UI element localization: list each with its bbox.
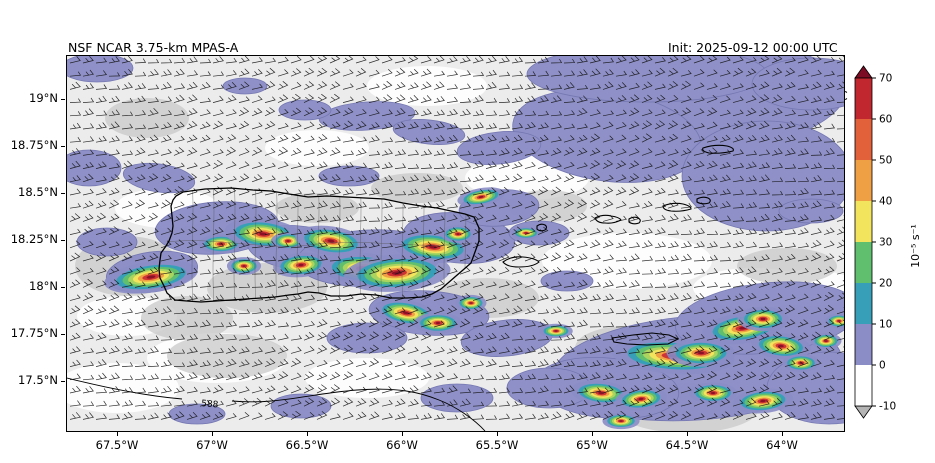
colorbar-tick-label: 60 — [879, 114, 892, 126]
y-tick-mark — [61, 146, 65, 147]
x-tick-mark — [212, 432, 213, 436]
coastline-tortola — [662, 202, 692, 212]
vorticity-hotspots-layer — [104, 187, 844, 430]
colorbar-tick-label: 40 — [879, 196, 892, 208]
y-tick-mark — [61, 193, 65, 194]
y-tick-mark — [61, 99, 65, 100]
coastline-virgin_gorda — [696, 196, 711, 205]
y-tick-label: 19°N — [29, 91, 58, 105]
coastline-st_john — [628, 216, 641, 225]
y-tick-mark — [61, 287, 65, 288]
x-tick-mark — [592, 432, 593, 436]
map-plot-area: 588 — [66, 55, 845, 432]
y-tick-label: 18.5°N — [18, 185, 58, 199]
coastlines-layer — [158, 144, 734, 346]
x-tick-label: 64.5°W — [665, 438, 709, 452]
coastline-vieques — [502, 256, 540, 268]
y-tick-label: 18°N — [29, 279, 58, 293]
y-tick-label: 18.75°N — [10, 138, 58, 152]
height-contour-layer — [67, 377, 486, 431]
x-tick-mark — [782, 432, 783, 436]
colorbar-under-arrow — [854, 405, 873, 419]
y-tick-label: 17.75°N — [10, 326, 58, 340]
colorbar-tick-label: 0 — [879, 360, 886, 372]
x-tick-label: 66.5°W — [285, 438, 329, 452]
x-tick-mark — [307, 432, 308, 436]
y-tick-mark — [61, 334, 65, 335]
municipality-boundaries — [166, 188, 473, 302]
colorbar-tick-label: 30 — [879, 237, 892, 249]
init-time-label: Init: 2025-09-12 00:00 UTC — [668, 40, 838, 55]
x-tick-mark — [402, 432, 403, 436]
height-contour-label: 588 — [201, 399, 219, 410]
colorbar-tick-label: -10 — [879, 401, 896, 413]
coastline-st_croix — [611, 332, 680, 346]
x-tick-mark — [497, 432, 498, 436]
x-tick-label: 66°W — [386, 438, 418, 452]
coastline-culebra — [536, 223, 548, 232]
colorbar-unit-label: 10⁻⁵ s⁻¹ — [909, 224, 922, 268]
colorbar-over-arrow — [854, 65, 873, 79]
colorbar-tick-label: 20 — [879, 278, 892, 290]
wind-barbs-layer — [69, 56, 844, 420]
colorbar-tick-label: 50 — [879, 155, 892, 167]
coastline-anegada — [702, 144, 734, 154]
x-tick-mark — [117, 432, 118, 436]
y-tick-mark — [61, 240, 65, 241]
x-tick-mark — [687, 432, 688, 436]
x-tick-label: 64°W — [766, 438, 798, 452]
coastline-st_thomas — [594, 214, 622, 224]
colorbar: 70 60 50 40 30 20 10 0 -10 10⁻⁵ s⁻¹ — [854, 65, 922, 419]
x-tick-label: 67.5°W — [95, 438, 139, 452]
colorbar-tick-label: 10 — [879, 319, 892, 331]
colorbar-tick-label: 70 — [879, 73, 892, 85]
y-tick-mark — [61, 381, 65, 382]
coastline-puerto_rico — [158, 187, 480, 303]
colorbar-gradient — [854, 77, 873, 407]
x-tick-label: 65.5°W — [475, 438, 519, 452]
y-tick-label: 18.25°N — [10, 232, 58, 246]
x-tick-label: 65°W — [576, 438, 608, 452]
x-tick-label: 67°W — [196, 438, 228, 452]
vorticity-map-canvas: 588 — [67, 56, 844, 431]
y-tick-label: 17.5°N — [18, 373, 58, 387]
model-title: NSF NCAR 3.75-km MPAS-A — [68, 40, 239, 55]
